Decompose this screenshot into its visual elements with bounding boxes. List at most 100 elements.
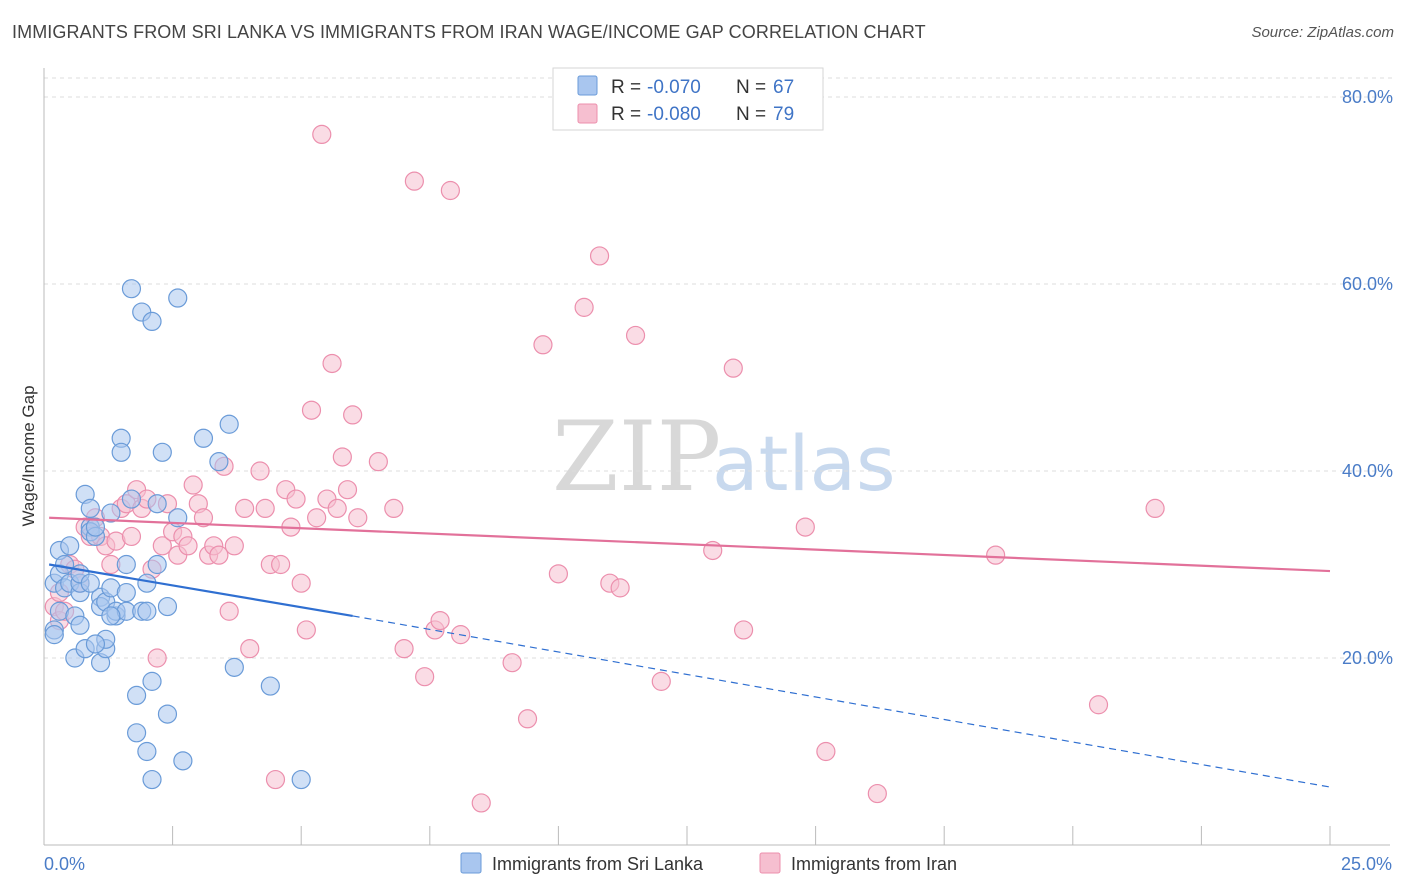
sri-lanka-point-42 [126, 685, 147, 706]
sri-lanka-point-60 [219, 414, 239, 434]
bottom-legend-label-iran: Immigrants from Iran [791, 854, 957, 874]
iran-point-46 [286, 489, 306, 509]
series-sri-lanka-points [44, 279, 311, 790]
iran-point-83 [816, 741, 836, 762]
iran-point-85 [986, 545, 1006, 565]
iran-point-49 [301, 400, 322, 420]
y-tick-label-60: 60.0% [1342, 274, 1393, 294]
iran-point-55 [332, 447, 352, 467]
iran-point-50 [307, 508, 327, 528]
iran-point-28 [183, 475, 203, 495]
sri-lanka-point-32 [85, 634, 106, 654]
gridlines [44, 77, 1392, 659]
iran-point-35 [219, 601, 239, 621]
iran-point-77 [625, 325, 646, 346]
sri-lanka-point-36 [116, 554, 136, 575]
sri-lanka-point-59 [209, 452, 229, 472]
iran-point-87 [1145, 498, 1165, 518]
iran-point-58 [348, 508, 368, 528]
y-axis-label: Wage/Income Gap [19, 385, 38, 526]
iran-point-37 [235, 498, 255, 518]
iran-point-74 [589, 246, 610, 266]
iran-point-30 [193, 508, 214, 528]
sri-lanka-point-65 [80, 573, 100, 593]
iran-point-68 [471, 793, 491, 813]
y-tick-label-80: 80.0% [1342, 87, 1393, 107]
iran-point-57 [343, 405, 363, 425]
legend-swatch-sri-lanka [577, 75, 598, 96]
bottom-legend-swatch-iran [759, 852, 781, 874]
sri-lanka-point-40 [121, 489, 142, 509]
iran-point-80 [723, 358, 743, 378]
sri-lanka-point-37 [116, 582, 136, 603]
sri-lanka-point-39 [121, 279, 142, 299]
sri-lanka-point-58 [193, 428, 214, 448]
iran-point-27 [178, 536, 198, 556]
iran-point-76 [610, 578, 630, 598]
sri-lanka-point-62 [260, 676, 280, 696]
iran-point-72 [548, 564, 569, 584]
iran-point-40 [255, 498, 275, 518]
iran-point-51 [312, 124, 332, 144]
iran-point-38 [240, 639, 260, 659]
trend-line-iran [49, 516, 1331, 573]
sri-lanka-point-56 [168, 288, 188, 308]
x-tick-label-start: 0.0% [44, 854, 85, 874]
legend-box [552, 67, 824, 131]
sri-lanka-point-54 [157, 596, 178, 617]
legend-swatch-iran [577, 103, 598, 124]
sri-lanka-point-49 [142, 671, 162, 691]
iran-point-60 [384, 498, 404, 518]
legend-bottom: Immigrants from Sri Lanka Immigrants fro… [460, 852, 957, 874]
sri-lanka-point-61 [224, 657, 244, 677]
y-tick-label-40: 40.0% [1342, 461, 1393, 481]
iran-point-48 [296, 620, 316, 640]
iran-point-53 [322, 353, 342, 374]
iran-point-61 [394, 639, 414, 659]
bottom-legend-label-sri-lanka: Immigrants from Sri Lanka [492, 854, 704, 874]
iran-point-65 [430, 610, 450, 631]
sri-lanka-point-48 [142, 769, 162, 790]
sri-lanka-point-66 [291, 769, 311, 790]
iran-point-82 [795, 517, 815, 537]
iran-point-73 [574, 297, 594, 317]
iran-point-42 [265, 769, 286, 790]
legend-r-label-sri-lanka: R = [611, 77, 641, 98]
legend-r-value-sri-lanka: -0.070 [647, 77, 701, 98]
sri-lanka-point-2 [44, 625, 64, 645]
trend-line-sri-lanka [48, 563, 353, 618]
y-tick-label-20: 20.0% [1342, 648, 1393, 668]
legend-r-value-iran: -0.080 [647, 104, 701, 125]
sri-lanka-point-52 [152, 442, 172, 462]
iran-point-21 [147, 648, 167, 668]
bottom-legend-swatch-sri-lanka [460, 852, 482, 874]
sri-lanka-point-57 [173, 751, 193, 771]
legend-r-label-iran: R = [611, 104, 641, 125]
iran-point-47 [291, 573, 311, 593]
legend-n-label-sri-lanka: N = [736, 77, 766, 98]
iran-point-66 [440, 180, 460, 201]
chart-title: IMMIGRANTS FROM SRI LANKA VS IMMIGRANTS … [12, 22, 926, 42]
iran-point-63 [415, 667, 435, 687]
sri-lanka-point-64 [101, 606, 121, 626]
sri-lanka-point-53 [157, 704, 178, 724]
sri-lanka-point-45 [137, 601, 157, 621]
sri-lanka-point-29 [101, 503, 121, 523]
legend-top: R = -0.070 N = 67 R = -0.080 N = 79 [552, 67, 824, 131]
sri-lanka-point-12 [70, 615, 90, 635]
trend-lines [48, 516, 1331, 788]
x-axis-ticks [43, 826, 1331, 845]
iran-point-70 [517, 709, 538, 729]
sri-lanka-point-35 [111, 442, 131, 462]
iran-point-69 [502, 653, 522, 673]
legend-n-value-iran: 79 [773, 104, 794, 125]
iran-point-39 [250, 461, 270, 481]
iran-point-62 [404, 171, 424, 191]
legend-n-value-sri-lanka: 67 [773, 77, 794, 98]
source-label: Source: ZipAtlas.com [1251, 24, 1394, 41]
iran-point-86 [1088, 695, 1109, 715]
sri-lanka-point-18 [80, 498, 100, 518]
iran-point-36 [224, 536, 244, 556]
sri-lanka-point-22 [85, 517, 106, 537]
